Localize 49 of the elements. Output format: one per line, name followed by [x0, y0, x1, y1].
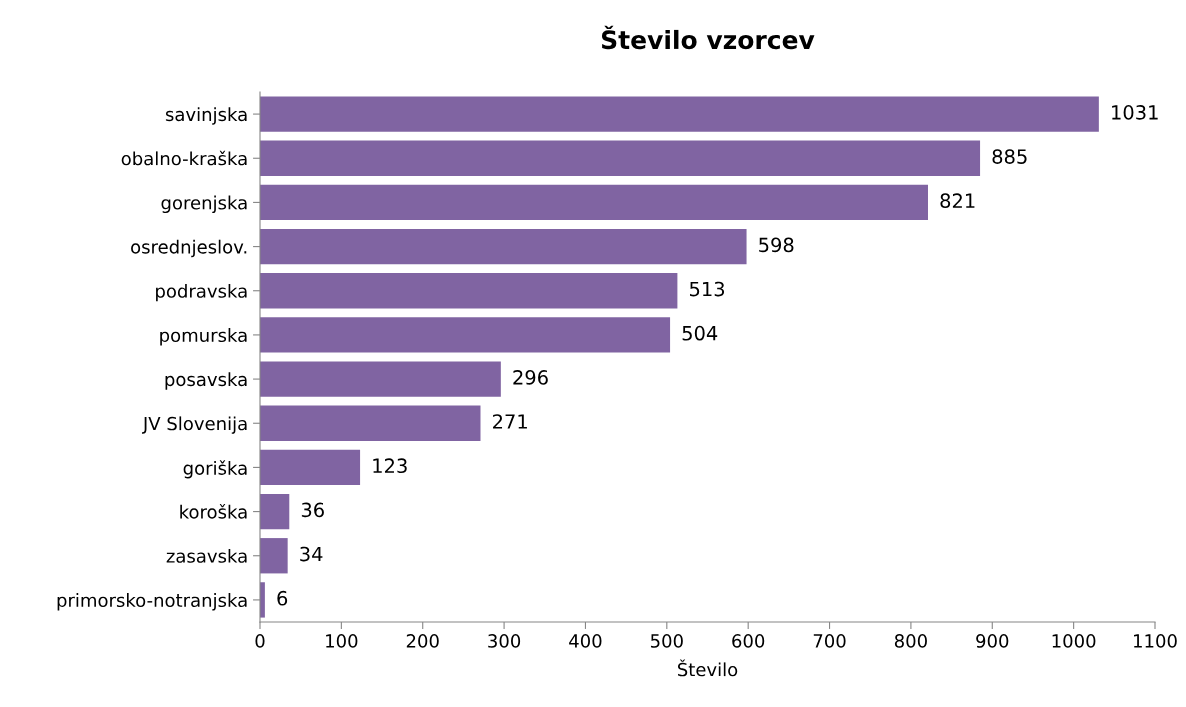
x-tick-label: 100	[326, 634, 358, 648]
y-tick-label: osrednjeslov.	[131, 239, 247, 258]
data-label: 36	[301, 502, 324, 518]
data-label: 1031	[1112, 105, 1158, 120]
bar	[260, 449, 361, 486]
data-label: 821	[940, 193, 975, 209]
data-label: 34	[300, 546, 323, 562]
x-tick-label: 900	[976, 634, 1009, 648]
x-tick-label: 800	[894, 634, 927, 648]
y-tick-label: posavska	[165, 372, 247, 390]
x-tick-label: 1000	[1052, 634, 1096, 648]
data-label: 885	[992, 149, 1027, 164]
y-tick-label: pomurska	[160, 328, 247, 346]
data-label: 6	[277, 590, 288, 606]
y-tick-label: JV Slovenija	[141, 416, 247, 434]
data-label: 504	[682, 325, 718, 341]
bar	[260, 96, 1099, 132]
y-tick-label: podravska	[156, 283, 247, 302]
y-tick-label: primorsko-notranjska	[57, 593, 247, 611]
x-tick-label: 0	[255, 634, 265, 648]
bar	[260, 228, 747, 265]
x-tick-label: 400	[569, 634, 602, 648]
data-label: 271	[493, 414, 527, 429]
bar	[260, 140, 981, 176]
x-tick-label: 600	[732, 634, 765, 648]
bar	[260, 273, 678, 309]
y-tick-label: koroška	[180, 504, 247, 519]
data-label: 598	[759, 237, 794, 253]
bar	[260, 361, 501, 397]
y-tick-label: zasavska	[166, 548, 247, 563]
y-tick-label: savinjska	[165, 107, 247, 125]
bar	[260, 538, 288, 574]
x-axis-title: Število	[677, 659, 738, 677]
x-tick-label: 200	[406, 634, 439, 648]
bar	[260, 317, 671, 353]
data-label: 513	[690, 281, 725, 297]
bar	[260, 184, 928, 221]
chart-title: Število vzorcev	[601, 25, 815, 50]
y-tick-label: gorenjska	[161, 195, 247, 214]
x-tick-label: 1100	[1134, 634, 1177, 648]
y-tick-label: obalno-kraška	[121, 150, 247, 166]
bar	[260, 405, 481, 441]
x-tick-label: 500	[650, 634, 683, 648]
x-tick-label: 700	[813, 634, 846, 648]
x-tick-label: 300	[488, 634, 521, 648]
data-label: 296	[513, 370, 548, 385]
y-tick-label: goriška	[183, 460, 247, 479]
bar	[260, 493, 290, 530]
data-label: 123	[373, 458, 407, 474]
